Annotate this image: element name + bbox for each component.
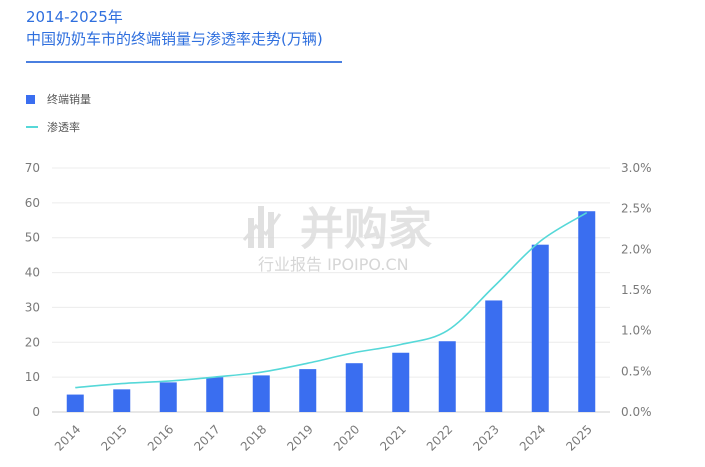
bar — [578, 211, 596, 412]
chart-title: 中国奶奶车市的终端销量与渗透率走势(万辆) — [26, 30, 323, 48]
bar — [159, 382, 177, 412]
right-tick-label: 3.0% — [621, 161, 652, 175]
legend-bar-swatch — [26, 94, 35, 104]
chart-title-year-range: 2014-2025年 — [26, 8, 123, 26]
left-tick-label: 0 — [32, 405, 40, 419]
right-tick-label: 1.5% — [621, 283, 652, 297]
legend-item-penetration: 渗透率 — [26, 120, 91, 134]
right-tick-label: 0.0% — [621, 405, 652, 419]
right-tick-label: 2.0% — [621, 242, 652, 256]
line-series — [75, 212, 588, 389]
x-tick-label: 2022 — [424, 422, 455, 453]
bar — [438, 341, 456, 412]
x-tick-label: 2019 — [284, 422, 315, 453]
x-tick-label: 2025 — [563, 422, 594, 453]
right-tick-label: 0.5% — [621, 364, 652, 378]
bar — [345, 363, 363, 412]
bar — [113, 389, 131, 412]
x-tick-label: 2018 — [238, 422, 269, 453]
x-tick-label: 2020 — [331, 422, 362, 453]
left-tick-label: 10 — [25, 370, 40, 384]
bar — [485, 300, 503, 412]
left-tick-label: 50 — [25, 231, 40, 245]
left-tick-label: 60 — [25, 196, 40, 210]
watermark: 并购家 行业报告 IPOIPO.CN — [242, 204, 432, 274]
chart-title-block: 2014-2025年 中国奶奶车市的终端销量与渗透率走势(万辆) — [26, 6, 323, 50]
x-tick-label: 2023 — [470, 422, 501, 453]
left-tick-label: 40 — [25, 266, 40, 280]
left-axis-ticks: 0 10 20 30 40 50 60 70 — [25, 161, 40, 419]
watermark-sub-text: 行业报告 IPOIPO.CN — [258, 255, 409, 274]
watermark-logo-icon — [242, 206, 282, 248]
x-tick-label: 2021 — [377, 422, 408, 453]
legend-label-penetration: 渗透率 — [47, 121, 80, 134]
legend-line-swatch — [26, 126, 38, 128]
gridlines — [52, 167, 610, 413]
x-axis-ticks: 2014 2015 2016 2017 2018 2019 2020 2021 2022 2023… — [52, 422, 595, 453]
right-axis-ticks: 0.0% 0.5% 1.0% 1.5% 2.0% 2.5% 3.0% — [621, 161, 652, 419]
bar-series — [66, 211, 596, 412]
x-tick-label: 2016 — [145, 422, 176, 453]
right-tick-label: 2.5% — [621, 202, 652, 216]
left-tick-label: 30 — [25, 300, 40, 314]
legend-label-sales: 终端销量 — [47, 93, 91, 106]
x-tick-label: 2015 — [98, 422, 129, 453]
bar — [392, 352, 410, 412]
left-tick-label: 20 — [25, 335, 40, 349]
bar — [299, 369, 317, 412]
title-underline — [26, 61, 342, 63]
right-tick-label: 1.0% — [621, 324, 652, 338]
x-tick-label: 2017 — [191, 422, 222, 453]
watermark-main-text: 并购家 — [300, 204, 432, 255]
legend-item-sales: 终端销量 — [26, 92, 91, 106]
x-tick-label: 2014 — [52, 422, 83, 453]
bar — [66, 394, 84, 412]
legend: 终端销量 渗透率 — [26, 92, 91, 148]
penetration-line — [75, 212, 588, 389]
x-tick-label: 2024 — [517, 422, 548, 453]
left-tick-label: 70 — [25, 161, 40, 175]
bar — [531, 244, 549, 412]
bar — [206, 377, 224, 412]
bar — [252, 375, 270, 412]
